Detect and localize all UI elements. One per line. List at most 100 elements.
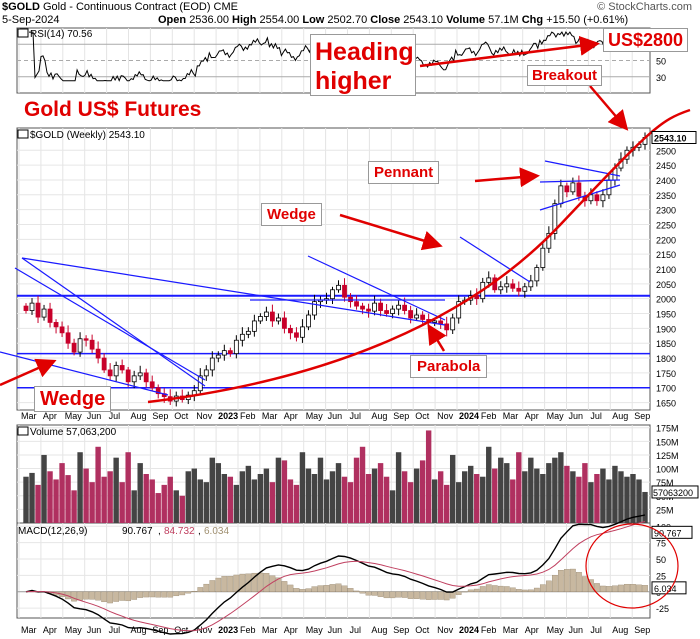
annotation-target: US$2800 bbox=[603, 28, 689, 52]
candle-body bbox=[528, 280, 534, 288]
hist-last-label: 6.034 bbox=[654, 584, 677, 594]
macd-histogram-bar bbox=[209, 580, 216, 592]
candle-body bbox=[215, 354, 221, 359]
x-tick-label: May bbox=[306, 411, 324, 421]
volume-bar bbox=[534, 468, 540, 523]
exchange: CME bbox=[213, 1, 238, 13]
price-tick-label: 2100 bbox=[656, 265, 676, 275]
macd-histogram-bar bbox=[389, 591, 396, 599]
volume-bar bbox=[257, 474, 264, 523]
volume-bar bbox=[329, 471, 336, 523]
volume-bar bbox=[377, 463, 384, 523]
x-tick-label-bottom: Aug bbox=[131, 625, 147, 635]
macd-last-box bbox=[651, 525, 693, 539]
candle-body bbox=[456, 301, 462, 319]
macd-histogram-bar bbox=[425, 591, 432, 600]
volume-bar bbox=[347, 482, 354, 523]
x-tick-label-bottom: Feb bbox=[240, 625, 256, 635]
macd-histogram-bar bbox=[197, 587, 204, 592]
candle-body bbox=[600, 194, 606, 202]
candle-body bbox=[306, 314, 311, 328]
macd-histogram-bar bbox=[401, 591, 408, 598]
volume-bar bbox=[395, 452, 402, 523]
candle-body bbox=[390, 308, 395, 314]
x-tick-label: May bbox=[65, 411, 83, 421]
x-tick-label: Mar bbox=[503, 411, 519, 421]
macd-histogram-bar bbox=[377, 591, 384, 597]
volume-bar bbox=[305, 468, 312, 523]
volume-bar bbox=[215, 463, 222, 523]
low-label: Low bbox=[302, 14, 325, 26]
volume-bar bbox=[59, 463, 65, 523]
candle-body bbox=[288, 327, 293, 334]
volume-bar bbox=[149, 479, 155, 523]
macd-histogram-bar bbox=[155, 591, 162, 598]
macd-histogram-bar bbox=[539, 584, 546, 592]
candle-body bbox=[396, 304, 402, 310]
trend-line bbox=[307, 255, 446, 321]
volume-bar bbox=[191, 468, 197, 523]
close-value: 2543.10 bbox=[403, 14, 444, 26]
price-tick-label: 2250 bbox=[656, 220, 676, 230]
macd-histogram-bar bbox=[558, 570, 564, 592]
volume-bar bbox=[263, 468, 270, 523]
volume-bar bbox=[53, 479, 59, 523]
candle-body bbox=[522, 286, 528, 292]
volume-last-label: 57063200 bbox=[653, 488, 693, 498]
candle-body bbox=[570, 182, 576, 193]
volume-bar bbox=[23, 476, 29, 523]
trend-line bbox=[0, 351, 169, 396]
volume-bar bbox=[413, 468, 420, 523]
volume-bar bbox=[455, 482, 462, 523]
candle-body bbox=[558, 185, 564, 205]
candle-body bbox=[438, 320, 444, 325]
volume-bar bbox=[161, 484, 167, 523]
price-tick-label: 2300 bbox=[656, 206, 676, 216]
volume-bar bbox=[576, 476, 582, 523]
macd-histogram-bar bbox=[305, 588, 312, 592]
volume-bar bbox=[77, 452, 83, 523]
volume-bar bbox=[606, 479, 612, 523]
macd-histogram-bar bbox=[582, 576, 588, 592]
x-tick-label-bottom: Apr bbox=[43, 625, 57, 635]
candle-body bbox=[227, 350, 233, 355]
macd-histogram-bar bbox=[275, 577, 282, 592]
volume-bar bbox=[71, 490, 77, 523]
macd-histogram-bar bbox=[576, 572, 582, 592]
annotation-arrow bbox=[474, 167, 540, 188]
candle-body bbox=[53, 322, 59, 328]
volume-bar bbox=[245, 465, 252, 523]
volume-tick-label: 100M bbox=[656, 465, 679, 475]
x-tick-label-bottom: Sep bbox=[393, 625, 409, 635]
volume-bar bbox=[425, 430, 432, 523]
volume-bar bbox=[449, 454, 456, 523]
candle-body bbox=[276, 317, 281, 322]
volume-bar bbox=[35, 484, 41, 523]
x-tick-label: Oct bbox=[415, 411, 430, 421]
candle-body bbox=[71, 342, 77, 353]
macd-histogram-bar bbox=[407, 591, 414, 599]
x-tick-label-bottom: Jun bbox=[87, 625, 102, 635]
x-tick-label-bottom: Nov bbox=[437, 625, 454, 635]
volume-tick-label: 75M bbox=[656, 478, 674, 488]
x-tick-label-bottom: Mar bbox=[21, 625, 37, 635]
macd-legend-signal: 84.732 bbox=[164, 526, 195, 537]
volume-tick-label: 150M bbox=[656, 437, 679, 447]
annotation-parabola: Parabola bbox=[410, 355, 488, 378]
macd-histogram-bar bbox=[467, 589, 474, 592]
volume-bar bbox=[155, 493, 161, 523]
volume-bar bbox=[101, 476, 107, 523]
macd-legend-name: MACD(12,26,9) bbox=[18, 526, 87, 537]
volume-bar bbox=[618, 471, 624, 523]
macd-histogram-bar bbox=[347, 588, 354, 592]
annotation-heading-higher: Heading higher bbox=[310, 34, 416, 96]
volume-bar bbox=[281, 460, 288, 523]
macd-histogram-bar bbox=[281, 581, 288, 592]
candle-body bbox=[282, 317, 287, 329]
volume-bar bbox=[480, 476, 486, 523]
volume-bar bbox=[311, 474, 318, 523]
price-tick-label: 1700 bbox=[656, 384, 676, 394]
volume-bar bbox=[437, 471, 444, 523]
volume-bar bbox=[221, 474, 228, 523]
